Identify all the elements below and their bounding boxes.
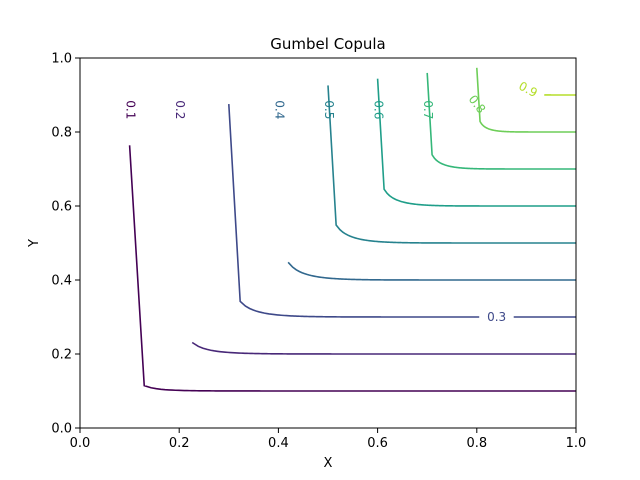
x-axis: 0.0 0.2 0.4 0.6 0.8 1.0 (70, 428, 587, 451)
y-tick-label: 1.0 (51, 52, 72, 67)
x-tick-label: 1.0 (566, 436, 587, 451)
x-tick-label: 0.6 (367, 436, 388, 451)
y-tick-label: 0.8 (51, 126, 72, 141)
chart-title: Gumbel Copula (270, 35, 385, 53)
contour-line-0-1 (128, 145, 576, 392)
y-tick-label: 0.2 (51, 348, 72, 363)
contour-label-0-3: 0.3 (487, 310, 506, 324)
contour-label-0-2: 0.2 (173, 100, 187, 119)
x-axis-label: X (324, 456, 333, 471)
x-tick-label: 0.8 (466, 436, 487, 451)
contour-line-0-5 (327, 85, 576, 244)
contour-label-0-5: 0.5 (322, 100, 336, 119)
contour-label-0-6: 0.6 (372, 100, 386, 119)
contour-line-0-8 (476, 67, 576, 133)
y-tick-label: 0.6 (51, 200, 72, 215)
y-axis: 0.0 0.2 0.4 0.6 0.8 1.0 (51, 52, 80, 437)
contour-label-0-4: 0.4 (272, 100, 286, 119)
x-tick-label: 0.0 (70, 436, 91, 451)
contour-lines (128, 67, 576, 392)
x-tick-label: 0.2 (169, 436, 190, 451)
contour-label-0-1: 0.1 (124, 100, 138, 119)
plot-frame (79, 57, 577, 429)
contour-line-0-2 (191, 341, 576, 355)
contour-line-0-7 (426, 72, 576, 170)
contour-line-0-6 (376, 78, 576, 207)
y-tick-label: 0.0 (51, 422, 72, 437)
contour-label-0-7: 0.7 (421, 100, 435, 119)
x-tick-label: 0.4 (268, 436, 289, 451)
contour-line-0-4 (287, 261, 576, 281)
y-tick-label: 0.4 (51, 274, 72, 289)
contour-line-0-3 (228, 104, 576, 318)
y-axis-label: Y (27, 239, 42, 248)
